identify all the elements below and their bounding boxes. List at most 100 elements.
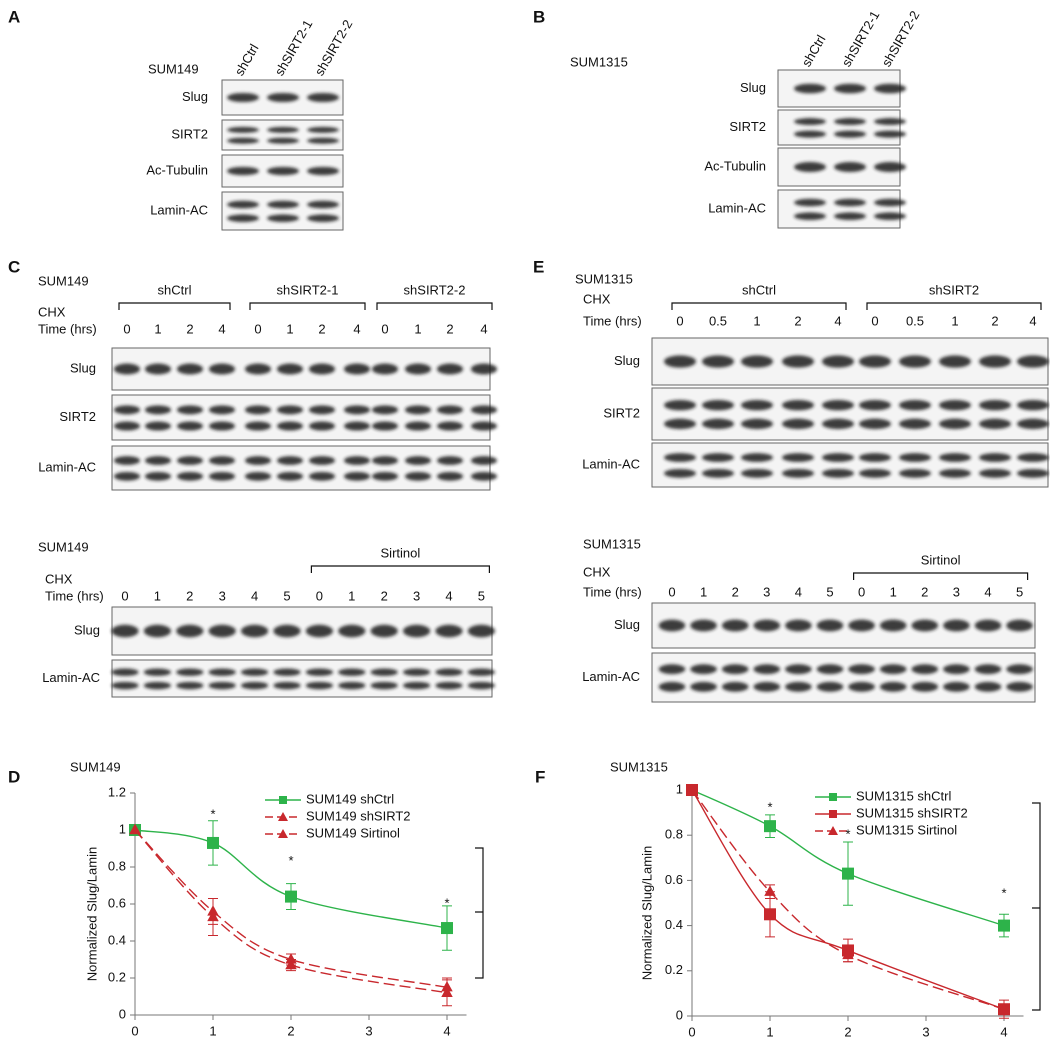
cell-line: SUM1315: [575, 271, 633, 286]
row-label: Lamin-AC: [708, 200, 766, 215]
x-tick-label: 1: [766, 1024, 773, 1038]
blot-box: [111, 445, 491, 491]
band: [848, 664, 875, 675]
time-point: 2: [318, 321, 325, 336]
blot-box: [777, 109, 901, 146]
marker: [285, 953, 297, 964]
band: [144, 421, 172, 431]
band: [899, 468, 931, 478]
band: [874, 118, 906, 126]
band: [690, 681, 717, 692]
band: [267, 166, 299, 176]
band: [176, 456, 204, 465]
marker: [441, 980, 453, 992]
band: [402, 681, 431, 690]
blot-box: [111, 659, 493, 698]
panel-letter: B: [533, 7, 545, 26]
row-label: Slug: [614, 353, 640, 368]
band: [753, 681, 781, 692]
band: [822, 453, 854, 462]
band: [879, 664, 907, 675]
band: [402, 624, 431, 638]
band: [702, 453, 734, 462]
band: [794, 162, 826, 172]
group-label: Sirtinol: [381, 545, 421, 560]
time-point: 2: [921, 584, 928, 599]
band: [467, 668, 496, 676]
time-point: 5: [1016, 584, 1023, 599]
band: [834, 162, 866, 172]
band: [702, 399, 734, 411]
band: [244, 363, 272, 375]
band: [794, 118, 826, 126]
band: [834, 118, 866, 126]
band: [305, 668, 334, 676]
band: [143, 681, 172, 690]
band: [144, 456, 172, 465]
cell-line: SUM149: [148, 61, 199, 76]
band: [859, 399, 891, 411]
band: [794, 198, 826, 207]
blot-box: [221, 191, 344, 231]
band: [404, 405, 432, 415]
band: [276, 456, 304, 465]
y-tick-label: 0.8: [108, 858, 126, 873]
band: [176, 421, 204, 431]
band: [741, 453, 773, 462]
band: [307, 214, 339, 223]
series-line: [134, 829, 448, 929]
band: [208, 405, 236, 415]
chart-title: SUM149: [70, 759, 121, 774]
legend-label: SUM1315 shSIRT2: [856, 805, 968, 820]
y-tick-label: 0.4: [665, 917, 683, 932]
band: [785, 619, 812, 632]
cell-line: SUM149: [38, 539, 89, 554]
time-point: 1: [414, 321, 421, 336]
band: [782, 468, 814, 478]
band: [143, 668, 172, 676]
row-label: Lamin-AC: [42, 670, 100, 685]
band: [208, 363, 236, 375]
band: [874, 198, 906, 207]
band: [874, 130, 906, 138]
row-label: Lamin-AC: [38, 459, 96, 474]
band: [753, 664, 781, 675]
band: [308, 471, 336, 481]
band: [176, 471, 204, 481]
band: [753, 619, 781, 632]
group-bracket: [376, 302, 493, 310]
time-point: 0: [858, 584, 865, 599]
band: [899, 418, 931, 430]
x-tick-label: 2: [844, 1024, 851, 1038]
time-point: 3: [413, 588, 420, 603]
band: [979, 468, 1011, 478]
y-tick-label: 0.4: [108, 932, 126, 947]
annotation: *: [1001, 885, 1006, 900]
lane-label: shSIRT2-1: [839, 8, 883, 69]
band: [1017, 399, 1049, 411]
blot-box: [111, 394, 491, 441]
time-point: 4: [984, 584, 991, 599]
y-axis-label: Normalized Slug/Lamin: [639, 846, 654, 980]
band: [371, 471, 399, 481]
treatment-label: CHX: [38, 304, 66, 319]
band: [664, 399, 696, 411]
band: [816, 681, 844, 692]
band: [276, 405, 304, 415]
band: [467, 681, 496, 690]
group-label: shSIRT2: [929, 282, 979, 297]
time-point: 0: [121, 588, 128, 603]
group-label: shSIRT2-2: [404, 282, 466, 297]
time-point: 4: [353, 321, 360, 336]
time-point: 1: [700, 584, 707, 599]
band: [979, 399, 1011, 411]
band: [436, 456, 464, 465]
band: [470, 456, 498, 465]
band: [227, 166, 259, 176]
group-bracket: [310, 565, 490, 573]
band: [859, 453, 891, 462]
band: [794, 130, 826, 138]
x-tick-label: 4: [1000, 1024, 1007, 1038]
marker: [764, 820, 776, 833]
band: [741, 468, 773, 478]
